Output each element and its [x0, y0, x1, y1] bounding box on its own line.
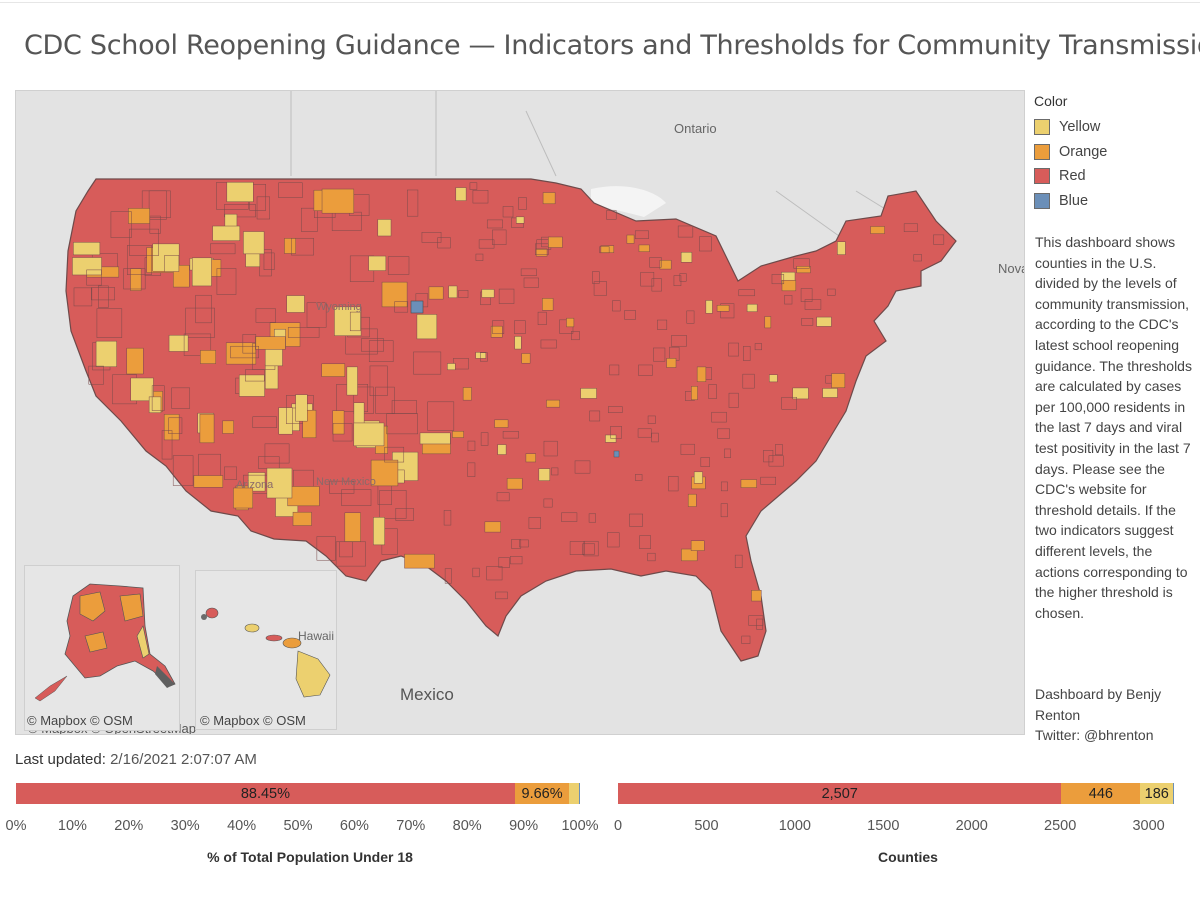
axis-tick: 50%: [283, 818, 313, 834]
legend-label: Orange: [1059, 143, 1108, 160]
axis-tick: 1000: [778, 818, 812, 834]
bar-segment-orange[interactable]: 9.66%: [514, 783, 570, 804]
legend-item-red[interactable]: Red: [1034, 164, 1194, 189]
hawaii-map-canvas: [196, 571, 336, 729]
credit-twitter[interactable]: Twitter: @bhrenton: [1035, 727, 1154, 744]
axis-tick: 10%: [57, 818, 87, 834]
bar-segment-orange[interactable]: 446: [1061, 783, 1141, 804]
legend-swatch-blue: [1034, 192, 1050, 209]
axis-tick: 2500: [1044, 818, 1077, 834]
axis-tick: 100%: [561, 818, 599, 834]
axis-tick: 20%: [114, 818, 144, 834]
hawaii-label: Hawaii: [298, 629, 335, 643]
population-stacked-bar[interactable]: 88.45% 9.66%: [16, 783, 580, 804]
axis-tick: 500: [694, 818, 719, 834]
hawaii-inset-map[interactable]: Hawaii © Mapbox © OSM: [195, 570, 337, 730]
last-updated: Last updated: 2/16/2021 2:07:07 AM: [15, 751, 257, 768]
bar-segment-yellow[interactable]: [569, 783, 579, 804]
axis-tick: 80%: [452, 818, 482, 834]
counties-axis: 0 500 1000 1500 2000 2500 3000: [614, 818, 1184, 838]
alaska-attribution[interactable]: © Mapbox © OSM: [27, 713, 133, 728]
legend-item-orange[interactable]: Orange: [1034, 140, 1194, 165]
alaska-map-canvas: [25, 566, 179, 730]
county-map[interactable]: Ontario Nova Mexico © Mapbox © OpenStree…: [15, 90, 1025, 735]
last-updated-value: 2/16/2021 2:07:07 AM: [110, 751, 257, 768]
mexico-label: Mexico: [400, 685, 454, 704]
legend-swatch-red: [1034, 168, 1050, 185]
dashboard-credit: Dashboard by Benjy Renton Twitter: @bhre…: [1035, 684, 1200, 746]
new-mexico-label: New Mexico: [316, 476, 376, 488]
axis-tick: 0%: [5, 818, 27, 834]
axis-tick: 1500: [867, 818, 900, 834]
axis-tick: 3000: [1132, 818, 1165, 834]
color-legend: Color Yellow Orange Red Blue: [1034, 93, 1194, 213]
legend-swatch-orange: [1034, 143, 1050, 160]
top-divider: [0, 2, 1200, 3]
axis-tick: 0: [613, 818, 623, 834]
bar-segment-blue[interactable]: [578, 783, 580, 804]
hawaii-attribution[interactable]: © Mapbox © OSM: [200, 713, 306, 728]
legend-item-blue[interactable]: Blue: [1034, 189, 1194, 214]
legend-swatch-yellow: [1034, 119, 1050, 136]
credit-author: Dashboard by Benjy Renton: [1035, 686, 1162, 723]
legend-label: Red: [1059, 168, 1086, 185]
axis-tick: 2000: [955, 818, 988, 834]
wyoming-label: Wyoming: [316, 301, 362, 313]
legend-item-yellow[interactable]: Yellow: [1034, 115, 1194, 140]
population-axis-title: % of Total Population Under 18: [207, 849, 413, 865]
population-axis: 0% 10% 20% 30% 40% 50% 60% 70% 80% 90% 100%: [6, 818, 599, 838]
ontario-label: Ontario: [674, 121, 717, 136]
counties-stacked-bar[interactable]: 2,507 446 186: [618, 783, 1184, 804]
axis-tick: 60%: [339, 818, 369, 834]
legend-title: Color: [1034, 93, 1068, 109]
last-updated-label: Last updated:: [15, 751, 106, 768]
legend-label: Yellow: [1059, 119, 1101, 136]
counties-axis-title: Counties: [878, 849, 938, 865]
axis-tick: 30%: [170, 818, 200, 834]
axis-tick: 90%: [509, 818, 539, 834]
legend-label: Blue: [1059, 192, 1089, 209]
arizona-label: Arizona: [236, 479, 274, 491]
map-canvas[interactable]: [16, 91, 1025, 735]
dashboard-description: This dashboard shows counties in the U.S…: [1035, 234, 1192, 621]
nova-label: Nova: [998, 261, 1024, 276]
bar-segment-red[interactable]: 2,507: [618, 783, 1062, 804]
bar-segment-blue[interactable]: [1173, 783, 1174, 804]
bar-segment-red[interactable]: 88.45%: [16, 783, 515, 804]
alaska-inset-map[interactable]: © Mapbox © OSM: [24, 565, 180, 731]
bar-segment-yellow[interactable]: 186: [1140, 783, 1174, 804]
page-title: CDC School Reopening Guidance — Indicato…: [24, 30, 1200, 61]
axis-tick: 40%: [227, 818, 257, 834]
axis-tick: 70%: [396, 818, 426, 834]
